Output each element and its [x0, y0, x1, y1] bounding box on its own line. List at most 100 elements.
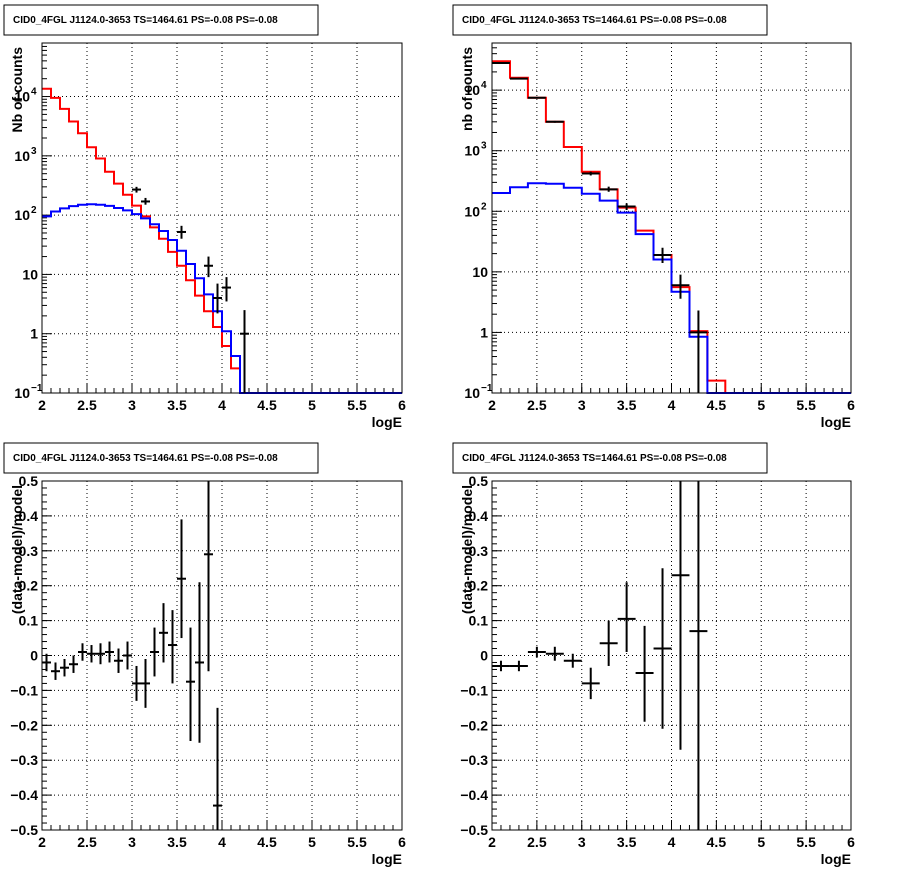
y-tick-label: −0.4 — [460, 787, 488, 803]
data-point — [617, 203, 636, 210]
x-tick-label: 3.5 — [167, 397, 187, 413]
data-point — [141, 658, 150, 708]
data-point — [222, 277, 231, 302]
data-point — [689, 481, 708, 830]
y-tick-label: 0.2 — [19, 578, 39, 594]
chart-panel-1: CID0_4FGL J1124.0-3653 TS=1464.61 PS=-0.… — [3, 4, 406, 430]
data-point — [599, 620, 618, 666]
y-tick-label: 0.3 — [19, 543, 39, 559]
y-tick-label: 0.4 — [19, 508, 39, 524]
y-tick-label: 0 — [30, 648, 38, 664]
data-point — [653, 568, 672, 729]
x-tick-label: 2 — [488, 834, 496, 850]
pad-title-box — [452, 4, 768, 36]
data-point — [114, 648, 123, 673]
data-point — [78, 643, 87, 661]
y-tick-label: −0.3 — [10, 752, 38, 768]
y-tick-label: 0.5 — [19, 473, 39, 489]
x-tick-label: 3.5 — [167, 834, 187, 850]
data-point — [599, 186, 618, 192]
x-tick-label: 5.5 — [796, 397, 816, 413]
data-point — [177, 225, 186, 239]
data-point — [617, 582, 636, 653]
x-tick-label: 3.5 — [617, 397, 637, 413]
data-point — [60, 658, 69, 677]
x-tick-label: 3 — [578, 834, 586, 850]
plot-frame — [491, 42, 852, 394]
x-tick-label: 3 — [128, 397, 136, 413]
data-point — [545, 646, 564, 661]
x-tick-label: 2.5 — [527, 834, 547, 850]
pad-title-box — [3, 442, 319, 474]
x-tick-label: 4 — [218, 834, 226, 850]
x-axis-title: logE — [372, 414, 402, 430]
chart-panel-3: CID0_4FGL J1124.0-3653 TS=1464.61 PS=-0.… — [3, 442, 406, 867]
y-tick-label-base: 10 — [14, 385, 30, 401]
plot-area — [492, 43, 851, 393]
x-axis-title: logE — [821, 414, 851, 430]
y-tick-label: 0.3 — [469, 543, 489, 559]
y-tick-label: 0.5 — [469, 473, 489, 489]
data-point — [581, 667, 600, 700]
data-point — [141, 197, 150, 205]
x-tick-label: 5 — [757, 834, 765, 850]
x-axis-title: logE — [821, 851, 851, 867]
data-point — [195, 582, 204, 743]
data-point — [150, 627, 159, 677]
pad-title: CID0_4FGL J1124.0-3653 TS=1464.61 PS=-0.… — [462, 453, 727, 464]
y-tick-label: 10 — [22, 266, 38, 282]
y-axis-title: nb of counts — [459, 47, 475, 131]
x-tick-label: 5.5 — [796, 834, 816, 850]
data-point — [509, 77, 528, 80]
x-tick-label: 2.5 — [527, 397, 547, 413]
data-point — [51, 662, 60, 680]
data-point — [168, 610, 177, 684]
y-tick-label-base: 10 — [14, 148, 30, 164]
data-point — [527, 96, 546, 99]
plot-frame — [491, 480, 852, 831]
data-point — [69, 655, 78, 673]
x-tick-label: 2 — [488, 397, 496, 413]
data-point — [492, 62, 510, 65]
y-tick-label: 0 — [480, 648, 488, 664]
y-tick-label: 1 — [480, 324, 488, 340]
y-tick-label: −0.3 — [460, 752, 488, 768]
data-point — [105, 641, 114, 663]
x-tick-label: 4.5 — [707, 397, 727, 413]
data-point — [527, 646, 546, 658]
x-tick-label: 5 — [757, 397, 765, 413]
y-tick-label: −0.1 — [10, 682, 38, 698]
y-tick-label: 0.2 — [469, 578, 489, 594]
x-tick-label: 3 — [128, 834, 136, 850]
y-tick-label-exponent: 3 — [31, 146, 37, 157]
x-tick-label: 5.5 — [347, 397, 367, 413]
x-tick-label: 3 — [578, 397, 586, 413]
y-tick-label: −0.5 — [10, 822, 38, 838]
plot-frame — [41, 480, 403, 831]
pad-title: CID0_4FGL J1124.0-3653 TS=1464.61 PS=-0.… — [462, 15, 727, 26]
x-tick-label: 6 — [398, 834, 406, 850]
data-point — [653, 247, 672, 264]
chart-panel-2: CID0_4FGL J1124.0-3653 TS=1464.61 PS=-0.… — [452, 4, 855, 430]
y-tick-label: −0.2 — [10, 717, 38, 733]
data-point — [123, 641, 132, 670]
data-point — [240, 310, 249, 393]
x-tick-label: 5.5 — [347, 834, 367, 850]
data-point — [671, 274, 690, 299]
y-tick-label: 10 — [472, 264, 488, 280]
data-point — [213, 707, 222, 830]
x-tick-label: 2 — [38, 834, 46, 850]
x-tick-label: 6 — [847, 834, 855, 850]
y-axis-title: (data-model)/model — [459, 485, 475, 614]
data-point — [689, 310, 708, 393]
data-point — [671, 481, 690, 750]
data-point — [545, 120, 564, 123]
pad-title: CID0_4FGL J1124.0-3653 TS=1464.61 PS=-0.… — [13, 15, 278, 26]
pad-title-box — [3, 4, 319, 36]
data-point — [186, 627, 195, 742]
x-tick-label: 5 — [308, 834, 316, 850]
plot-frame — [41, 42, 403, 394]
data-point — [204, 481, 213, 672]
x-tick-label: 3.5 — [617, 834, 637, 850]
